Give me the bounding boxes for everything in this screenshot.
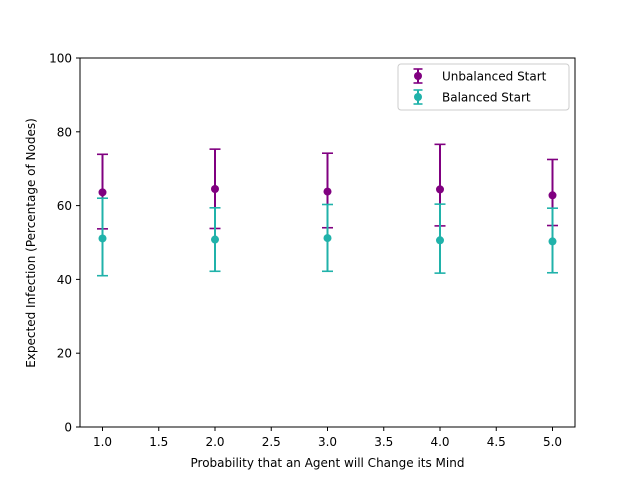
legend-label: Unbalanced Start bbox=[442, 70, 547, 84]
x-tick-label: 1.5 bbox=[149, 435, 168, 449]
legend-item: Unbalanced Start bbox=[413, 68, 547, 84]
data-point bbox=[98, 234, 107, 243]
legend-box bbox=[397, 63, 570, 111]
legend: Unbalanced Start Balanced Start bbox=[397, 63, 570, 111]
data-point bbox=[211, 235, 219, 244]
x-tick-label: 4.0 bbox=[430, 435, 449, 449]
x-tick-label: 4.5 bbox=[487, 435, 506, 449]
y-tick-label: 40 bbox=[57, 273, 72, 287]
data-point bbox=[436, 236, 444, 245]
x-tick-label: 2.5 bbox=[262, 435, 281, 449]
data-point bbox=[548, 237, 557, 246]
x-tick-label: 5.0 bbox=[543, 435, 562, 449]
data-point bbox=[98, 188, 107, 197]
x-tick-label: 3.0 bbox=[318, 435, 337, 449]
data-point bbox=[211, 184, 219, 193]
legend-item: Balanced Start bbox=[413, 89, 531, 105]
legend-label: Balanced Start bbox=[442, 91, 531, 105]
series-balanced-start bbox=[97, 197, 558, 277]
y-tick-label: 20 bbox=[57, 347, 72, 361]
y-tick-label: 80 bbox=[57, 125, 72, 139]
series-layer bbox=[97, 143, 558, 277]
data-point bbox=[548, 191, 557, 200]
x-axis-label: Probability that an Agent will Change it… bbox=[191, 456, 465, 470]
data-point bbox=[323, 234, 332, 243]
legend-marker-icon bbox=[414, 93, 422, 101]
y-tick-label: 0 bbox=[64, 421, 72, 435]
y-tick-label: 60 bbox=[57, 199, 72, 213]
legend-marker-icon bbox=[414, 72, 422, 80]
data-point bbox=[323, 187, 332, 196]
y-tick-label: 100 bbox=[49, 52, 72, 66]
x-tick-label: 3.5 bbox=[374, 435, 393, 449]
x-tick-label: 1.0 bbox=[93, 435, 112, 449]
x-axis: 1.0 1.5 2.0 2.5 3.0 3.5 4.0 4.5 5.0 bbox=[93, 427, 562, 449]
x-tick-label: 2.0 bbox=[205, 435, 224, 449]
y-axis: 0 20 40 60 80 100 bbox=[49, 52, 80, 435]
data-point bbox=[436, 185, 444, 194]
y-axis-label: Expected Infection (Percentage of Nodes) bbox=[24, 118, 38, 368]
